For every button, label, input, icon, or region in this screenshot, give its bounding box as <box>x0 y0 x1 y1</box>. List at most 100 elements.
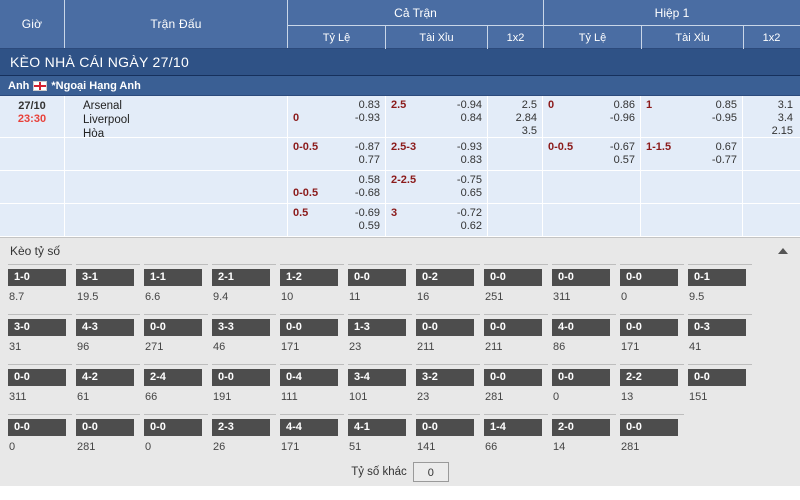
score-cell[interactable]: 0-0 211 <box>416 314 480 358</box>
half-rate-top-2: -0.67 <box>609 141 635 153</box>
full-1x2-draw: 2.84 <box>515 112 537 124</box>
score-cell[interactable]: 0-0 251 <box>484 264 548 308</box>
full-rate-cell-2[interactable]: 0-0.5 -0.87 0.77 <box>288 138 386 170</box>
score-cell[interactable]: 0-0 281 <box>620 414 684 458</box>
away-team: Liverpool <box>83 114 130 126</box>
score-cell[interactable]: 3-4 101 <box>348 364 412 408</box>
match-teams-cell[interactable]: Arsenal Liverpool Hòa <box>65 96 288 137</box>
score-cell[interactable]: 2-1 9.4 <box>212 264 276 308</box>
full-ou-bottom-1: 0.84 <box>460 112 482 124</box>
half-rate-cell-empty <box>543 171 641 203</box>
other-score-value[interactable]: 0 <box>412 462 449 482</box>
score-cell[interactable]: 2-3 26 <box>212 414 276 458</box>
score-cell[interactable]: 3-1 19.5 <box>76 264 140 308</box>
score-cell[interactable]: 0-3 41 <box>688 314 752 358</box>
score-cell[interactable]: 0-2 16 <box>416 264 480 308</box>
other-score-label: Tỷ số khác <box>351 466 407 478</box>
score-cell[interactable]: 0-0 0 <box>144 414 208 458</box>
full-1x2-cell[interactable]: 2.5 2.84 3.5 <box>488 96 543 137</box>
score-odds: 23 <box>349 341 362 353</box>
score-label: 0-0 <box>620 319 678 336</box>
score-cell[interactable]: 0-0 0 <box>620 264 684 308</box>
correct-score-title: Kèo tỷ số <box>10 244 61 258</box>
half-rate-handicap-1: 0 <box>548 99 555 111</box>
score-cell[interactable]: 4-0 86 <box>552 314 616 358</box>
score-cell[interactable]: 0-0 311 <box>8 364 72 408</box>
score-cell[interactable]: 0-1 9.5 <box>688 264 752 308</box>
table-row[interactable]: 0-0.5 0.58 -0.68 2-2.5 -0.75 0.65 <box>0 171 800 204</box>
score-cell[interactable]: 0-0 211 <box>484 314 548 358</box>
full-ou-cell-4[interactable]: 3 -0.72 0.62 <box>386 204 488 236</box>
score-label: 0-0 <box>348 269 406 286</box>
score-odds: 61 <box>77 391 90 403</box>
score-cell[interactable]: 0-0 311 <box>552 264 616 308</box>
score-cell[interactable]: 4-2 61 <box>76 364 140 408</box>
full-ou-cell-2[interactable]: 2.5-3 -0.93 0.83 <box>386 138 488 170</box>
score-cell[interactable]: 0-4 111 <box>280 364 344 408</box>
score-cell[interactable]: 0-0 271 <box>144 314 208 358</box>
half-ou-cell-1[interactable]: 1 0.85 -0.95 <box>641 96 743 137</box>
odds-table-body: 27/10 23:30 Arsenal Liverpool Hòa 0 0.83… <box>0 96 800 237</box>
score-cell[interactable]: 2-4 66 <box>144 364 208 408</box>
full-rate-cell-1[interactable]: 0 0.83 -0.93 <box>288 96 386 137</box>
column-header-match: Trận Đấu <box>65 0 288 48</box>
score-odds: 271 <box>145 341 164 353</box>
score-cell[interactable]: 2-0 14 <box>552 414 616 458</box>
half-ou-cell-2[interactable]: 1-1.5 0.67 -0.77 <box>641 138 743 170</box>
score-odds: 9.5 <box>689 291 705 303</box>
score-cell[interactable]: 4-3 96 <box>76 314 140 358</box>
score-cell[interactable]: 3-3 46 <box>212 314 276 358</box>
full-ou-handicap-4: 3 <box>391 207 398 219</box>
table-row[interactable]: 27/10 23:30 Arsenal Liverpool Hòa 0 0.83… <box>0 96 800 138</box>
half-rate-cell-2[interactable]: 0-0.5 -0.67 0.57 <box>543 138 641 170</box>
score-odds: 41 <box>689 341 702 353</box>
league-bar[interactable]: Anh *Ngoại Hạng Anh <box>0 76 800 96</box>
score-cell[interactable]: 0-0 171 <box>620 314 684 358</box>
half-1x2-cell[interactable]: 3.1 3.4 2.15 <box>743 96 798 137</box>
full-rate-cell-4[interactable]: 0.5 -0.69 0.59 <box>288 204 386 236</box>
match-time-cell-empty <box>0 138 65 170</box>
score-cell[interactable]: 0-0 191 <box>212 364 276 408</box>
full-rate-handicap-2: 0-0.5 <box>293 141 319 153</box>
column-header-full-1x2: 1x2 <box>506 31 525 44</box>
score-cell[interactable]: 0-0 281 <box>484 364 548 408</box>
home-team: Arsenal <box>83 100 122 112</box>
score-odds: 51 <box>349 441 362 453</box>
score-cell[interactable]: 3-0 31 <box>8 314 72 358</box>
score-cell[interactable]: 1-4 66 <box>484 414 548 458</box>
score-odds: 6.6 <box>145 291 161 303</box>
score-cell[interactable]: 0-0 171 <box>280 314 344 358</box>
score-cell[interactable]: 0-0 151 <box>688 364 752 408</box>
table-row[interactable]: 0-0.5 -0.87 0.77 2.5-3 -0.93 0.83 0-0.5 … <box>0 138 800 171</box>
score-cell[interactable]: 0-0 0 <box>8 414 72 458</box>
score-label: 0-0 <box>280 319 338 336</box>
half-rate-cell-empty <box>543 204 641 236</box>
column-header-half-1x2: 1x2 <box>762 31 781 44</box>
caret-up-icon[interactable] <box>778 248 788 254</box>
score-cell[interactable]: 0-0 11 <box>348 264 412 308</box>
score-cell[interactable]: 2-2 13 <box>620 364 684 408</box>
score-cell[interactable]: 0-0 141 <box>416 414 480 458</box>
score-cell[interactable]: 1-1 6.6 <box>144 264 208 308</box>
full-1x2-cell-empty <box>488 171 543 203</box>
score-cell[interactable]: 4-1 51 <box>348 414 412 458</box>
score-cell[interactable]: 3-2 23 <box>416 364 480 408</box>
match-time-cell-empty <box>0 171 65 203</box>
full-rate-cell-3[interactable]: 0-0.5 0.58 -0.68 <box>288 171 386 203</box>
score-odds: 171 <box>621 341 640 353</box>
full-ou-cell-3[interactable]: 2-2.5 -0.75 0.65 <box>386 171 488 203</box>
score-cell[interactable]: 1-0 8.7 <box>8 264 72 308</box>
full-ou-cell-1[interactable]: 2.5 -0.94 0.84 <box>386 96 488 137</box>
league-name: *Ngoại Hạng Anh <box>51 79 141 92</box>
score-cell[interactable]: 0-0 0 <box>552 364 616 408</box>
score-label: 4-2 <box>76 369 134 386</box>
score-cell[interactable]: 0-0 281 <box>76 414 140 458</box>
correct-score-header[interactable]: Kèo tỷ số <box>0 238 800 264</box>
score-label: 0-0 <box>212 369 270 386</box>
score-cell[interactable]: 1-3 23 <box>348 314 412 358</box>
table-row[interactable]: 0.5 -0.69 0.59 3 -0.72 0.62 <box>0 204 800 237</box>
score-cell[interactable]: 1-2 10 <box>280 264 344 308</box>
score-cell[interactable]: 4-4 171 <box>280 414 344 458</box>
half-rate-cell-1[interactable]: 0 0.86 -0.96 <box>543 96 641 137</box>
match-date: 27/10 <box>18 100 46 112</box>
